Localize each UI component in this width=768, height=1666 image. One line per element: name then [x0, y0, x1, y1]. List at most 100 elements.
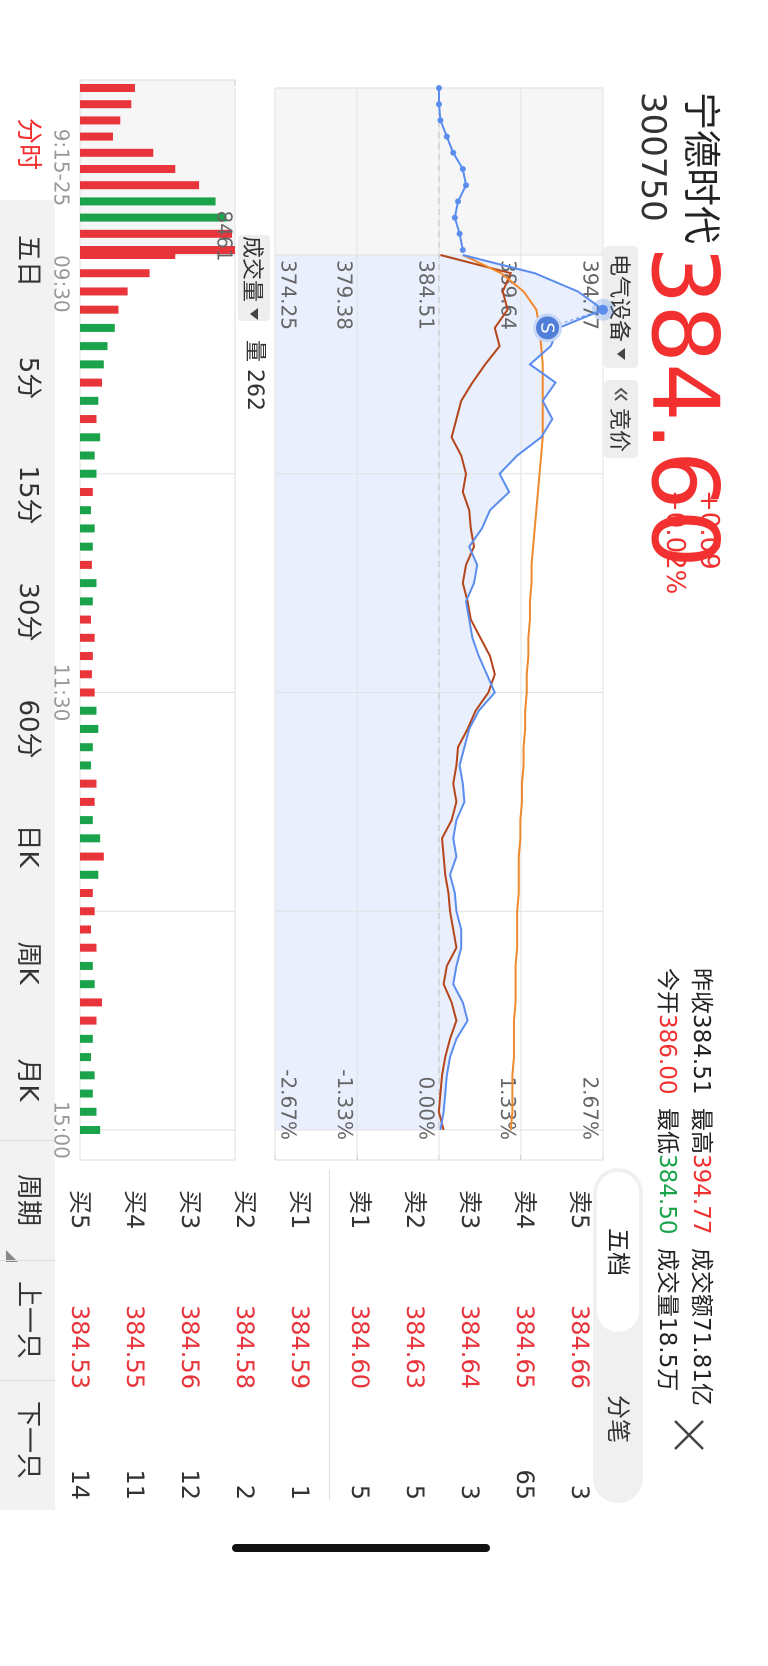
trade-marker-label: S — [537, 322, 558, 333]
period-tab[interactable]: 5分 — [13, 356, 43, 400]
volume-bar — [80, 779, 97, 788]
volume-bar — [80, 761, 91, 770]
volume-bar — [80, 579, 97, 588]
book-volume: 11 — [121, 1469, 149, 1500]
auction-dot — [443, 133, 450, 140]
stat-label: 成交额 — [688, 1248, 714, 1317]
auction-volume-bar — [80, 84, 135, 92]
volume-bar — [80, 287, 128, 296]
book-label: 卖1 — [346, 1190, 374, 1230]
volume-bar — [80, 943, 97, 952]
auction-dot — [459, 166, 466, 172]
action-tab[interactable]: 下一只 — [13, 1400, 43, 1479]
volume-bar — [79, 378, 102, 387]
period-tab[interactable]: 30分 — [13, 582, 43, 642]
volume-bar — [80, 670, 92, 679]
volume-bar — [79, 797, 95, 806]
auction-dot — [450, 149, 457, 156]
volume-bar — [79, 907, 95, 916]
book-label: 买2 — [231, 1190, 259, 1230]
volume-bar — [79, 633, 95, 642]
volume-bar — [80, 1016, 97, 1025]
book-price: 384.59 — [286, 1305, 314, 1389]
volume-bar — [80, 816, 93, 825]
y2-tick-label: 1.33% — [496, 1076, 520, 1140]
book-label: 买5 — [66, 1190, 94, 1230]
volume-bar — [80, 961, 93, 970]
period-tab[interactable]: 日K — [13, 824, 43, 868]
auction-volume-bar — [80, 100, 132, 109]
volume-bar — [80, 415, 97, 424]
book-price: 384.55 — [121, 1305, 149, 1389]
auction-dot — [455, 198, 462, 205]
volume-bar — [80, 469, 97, 478]
x-tick-label: 15:00 — [50, 1101, 74, 1159]
period-tab[interactable]: 60分 — [13, 699, 43, 759]
volume-bar — [80, 542, 93, 551]
volume-bar — [80, 305, 119, 314]
period-tab[interactable]: 月K — [13, 1058, 43, 1102]
volume-bar — [79, 724, 99, 733]
stat-label: 成交量 — [654, 1248, 680, 1317]
auction-tag[interactable]: 竞价 — [604, 380, 638, 458]
book-volume: 5 — [346, 1484, 374, 1500]
volume-bar — [80, 1126, 101, 1134]
tab-separator — [0, 1260, 55, 1261]
book-price: 384.53 — [66, 1305, 94, 1389]
period-tab[interactable]: 分时 — [13, 117, 43, 170]
volume-bar — [80, 269, 150, 278]
y2-tick-label: 2.67% — [579, 1076, 603, 1140]
chevron-icon — [614, 387, 628, 401]
book-label: 买1 — [286, 1190, 314, 1230]
volume-bar — [80, 506, 91, 515]
book-price: 384.56 — [176, 1305, 204, 1389]
volume-bar — [80, 560, 92, 569]
auction-dot — [437, 117, 444, 124]
auction-volume-bar — [80, 165, 176, 173]
volume-bar — [79, 396, 99, 405]
y-tick-label: 379.38 — [333, 260, 357, 330]
volume-bar — [80, 597, 93, 606]
stat-label: 今开 — [654, 968, 680, 1014]
period-tab[interactable]: 15分 — [13, 465, 43, 525]
close-button[interactable] — [672, 1418, 706, 1452]
book-price: 384.65 — [511, 1305, 539, 1389]
book-price: 384.64 — [456, 1305, 484, 1389]
volume-bar — [80, 615, 91, 624]
volume-bar — [80, 889, 93, 898]
book-price: 384.60 — [346, 1305, 374, 1389]
auction-dot — [459, 247, 466, 253]
volume-bar — [80, 925, 91, 934]
tab-separator — [0, 1140, 55, 1141]
period-tab[interactable]: 周K — [13, 941, 43, 985]
volume-bar — [80, 1053, 91, 1062]
volume-bar — [80, 1089, 93, 1098]
auction-dot — [436, 85, 442, 91]
y2-tick-label: -2.67% — [277, 1069, 301, 1140]
y-tick-label: 374.25 — [277, 260, 301, 330]
auction-volume-bar — [80, 132, 113, 141]
auction-volume-bar — [80, 197, 216, 206]
volume-bar — [80, 433, 101, 442]
volume-bar — [79, 1071, 95, 1080]
book-volume: 2 — [231, 1484, 259, 1500]
volume-bar — [79, 342, 108, 351]
volume-bar — [80, 652, 93, 661]
action-tab[interactable]: 周期 — [13, 1173, 43, 1226]
volume-bar — [80, 1034, 93, 1043]
stat-value: 386.00 — [654, 1014, 680, 1095]
action-tab[interactable]: 上一只 — [13, 1280, 43, 1359]
x-tick-label: 09:30 — [50, 255, 74, 313]
auction-volume-bar — [80, 213, 227, 222]
auction-volume-bar — [79, 116, 121, 125]
y2-tick-label: 0.00% — [415, 1076, 439, 1140]
auction-dot — [456, 230, 463, 237]
book-price: 384.66 — [566, 1305, 594, 1389]
volume-tick-label: 8461 — [213, 211, 237, 262]
book-label: 买3 — [176, 1190, 204, 1230]
stat-value: 71.81亿 — [688, 1317, 714, 1406]
book-volume: 3 — [566, 1484, 594, 1500]
period-tab[interactable]: 五日 — [13, 234, 43, 287]
